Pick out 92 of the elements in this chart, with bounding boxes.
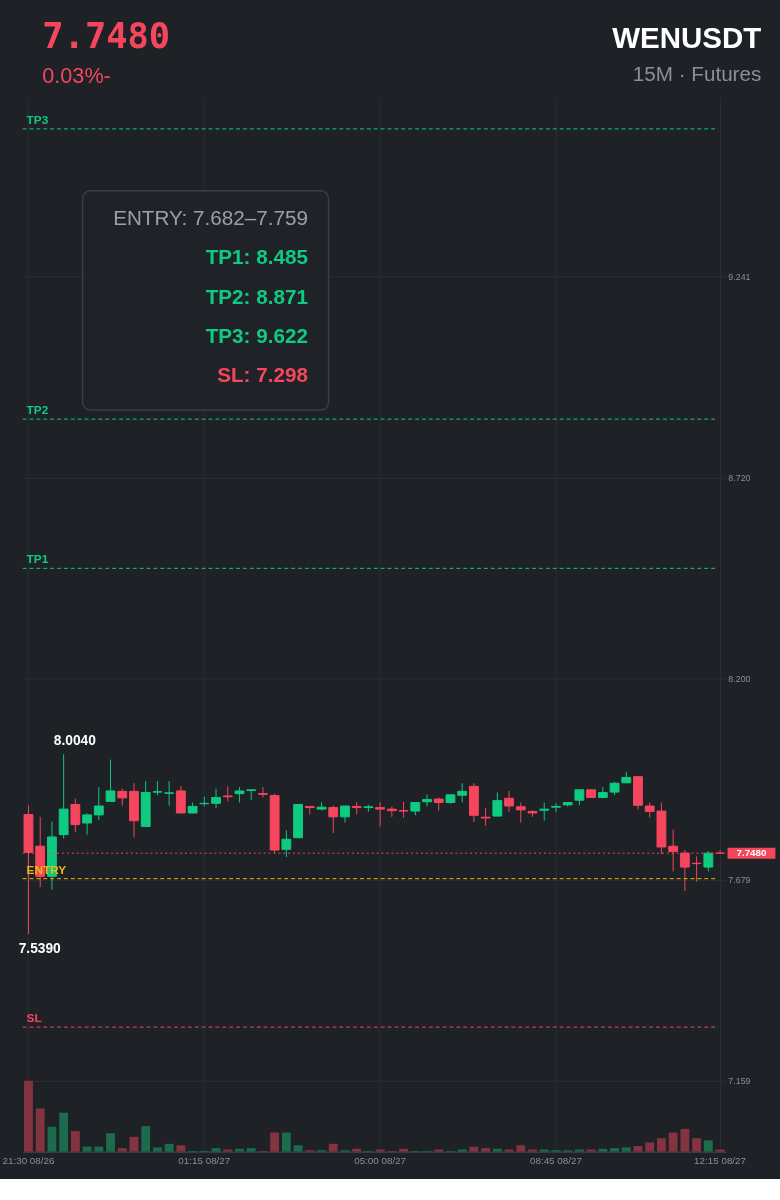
bar	[328, 1143, 338, 1152]
bar	[610, 1148, 619, 1152]
bar	[434, 1149, 444, 1152]
annotation: 7.5390	[18, 940, 62, 956]
candlestick	[328, 805, 339, 834]
annotation: TP2: 8.871	[205, 284, 308, 308]
bar	[94, 1146, 104, 1152]
y-tick-label: 7.679	[728, 875, 751, 886]
ref-line-label: TP3	[26, 112, 49, 127]
ref-line-label: TP2	[26, 403, 49, 418]
text: 7.7480	[42, 15, 171, 57]
candlestick	[82, 812, 93, 836]
bar	[633, 1145, 643, 1152]
candlestick	[492, 792, 503, 817]
candlestick	[70, 798, 81, 833]
bar	[106, 1133, 115, 1152]
y-tick-label: 8.200	[728, 673, 751, 684]
bar	[516, 1145, 526, 1152]
annotation: TP1: 8.485	[205, 245, 308, 269]
annotation: TP3: 9.622	[205, 324, 308, 348]
bar	[352, 1148, 362, 1152]
candlestick	[422, 793, 432, 807]
bar	[703, 1140, 713, 1152]
candlestick	[515, 802, 526, 824]
bar	[47, 1126, 57, 1152]
bar	[82, 1146, 92, 1152]
ref-line-label: 7.7480	[736, 847, 768, 859]
bar	[621, 1147, 631, 1152]
candlestick	[257, 786, 268, 799]
annotation: ENTRY: 7.682–7.759	[113, 206, 308, 230]
bar	[668, 1132, 678, 1152]
bar	[469, 1146, 479, 1152]
x-tick-label: 21:30 08/26	[2, 1154, 55, 1166]
ref-line-label: SL	[26, 1011, 42, 1026]
bar	[574, 1149, 584, 1152]
x-tick-label: 12:15 08/27	[694, 1154, 746, 1166]
bar	[223, 1149, 233, 1152]
chart-title: WENUSDT	[612, 21, 762, 55]
bar	[59, 1112, 69, 1152]
candlestick	[480, 807, 491, 827]
bar	[375, 1149, 385, 1152]
x-tick-label: 08:45 08/27	[529, 1154, 582, 1166]
bar	[539, 1149, 549, 1152]
bar	[492, 1148, 502, 1152]
bar	[117, 1148, 127, 1152]
bar	[657, 1138, 666, 1152]
bar	[235, 1148, 244, 1152]
bar	[281, 1132, 291, 1152]
candlestick	[551, 802, 561, 813]
annotation: 8.0040	[53, 733, 97, 749]
chart-subtitle: 15M · Futures	[632, 62, 762, 86]
candlestick	[281, 829, 292, 858]
candlestick	[504, 790, 514, 813]
candlestick	[211, 788, 221, 809]
ref-line-label: ENTRY	[26, 862, 67, 877]
bar	[152, 1147, 162, 1152]
bar	[211, 1148, 221, 1152]
bar	[70, 1131, 80, 1152]
y-tick-label: 8.720	[728, 472, 751, 483]
bar	[481, 1148, 491, 1152]
bar	[399, 1148, 408, 1152]
candlestick	[164, 780, 175, 807]
bar	[680, 1128, 690, 1152]
ref-line-label: TP1	[26, 552, 49, 567]
bar	[141, 1126, 151, 1152]
candlestick	[93, 786, 104, 821]
candlestick	[703, 850, 714, 872]
candlestick	[105, 759, 116, 802]
annotation: SL: 7.298	[217, 363, 308, 387]
bar	[24, 1080, 33, 1152]
candlestick	[351, 801, 362, 816]
bar	[645, 1142, 655, 1152]
bar	[692, 1138, 702, 1152]
text: 0.03%-	[42, 63, 111, 89]
x-tick-label: 01:15 08/27	[178, 1154, 231, 1166]
x-tick-label: 05:00 08/27	[354, 1154, 407, 1166]
y-tick-label: 7.159	[728, 1076, 751, 1087]
bar	[293, 1145, 303, 1152]
bar	[35, 1108, 45, 1152]
candlestick	[539, 802, 550, 822]
bar	[586, 1149, 596, 1152]
y-tick-label: 9.241	[728, 271, 751, 282]
bar	[528, 1149, 537, 1152]
candlestick	[375, 801, 386, 827]
bar	[246, 1148, 256, 1152]
candlestick	[175, 785, 186, 814]
bar	[176, 1145, 186, 1152]
bar	[270, 1132, 280, 1152]
bar	[598, 1148, 608, 1152]
bar	[129, 1136, 139, 1152]
bar	[164, 1143, 174, 1152]
bar	[457, 1149, 467, 1152]
